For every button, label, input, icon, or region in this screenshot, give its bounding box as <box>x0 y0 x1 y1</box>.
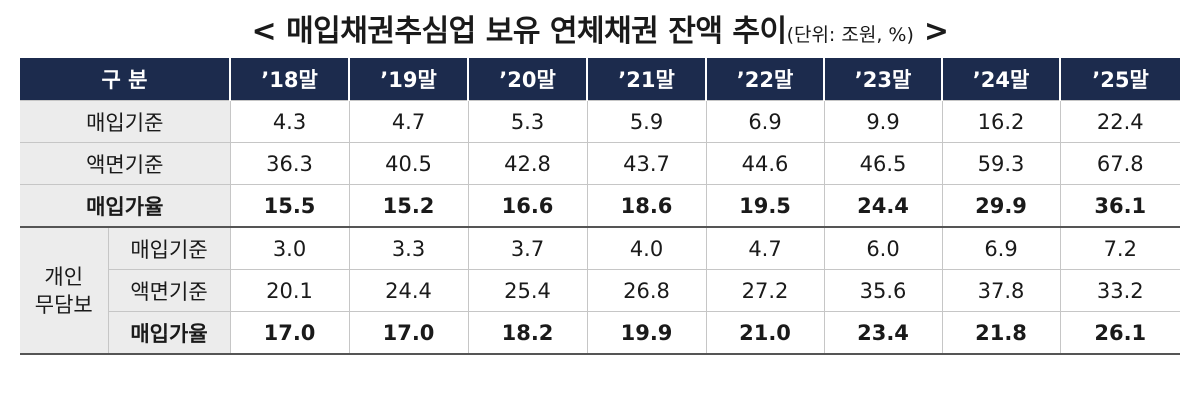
table-cell: 46.5 <box>823 142 943 185</box>
table-cell: 25.4 <box>467 269 588 312</box>
row-label: 매입가율 <box>20 184 231 227</box>
row-label: 매입가율 <box>107 311 231 355</box>
table-cell: 4.3 <box>229 100 350 143</box>
table-cell: 5.3 <box>467 100 588 143</box>
table-cell: 37.8 <box>941 269 1061 312</box>
table-cell: 33.2 <box>1059 269 1181 312</box>
table-row: 액면기준 36.3 40.5 42.8 43.7 44.6 46.5 59.3 … <box>20 142 1181 185</box>
table-cell: 6.9 <box>941 226 1061 270</box>
table-cell: 43.7 <box>586 142 707 185</box>
row-label: 매입기준 <box>107 226 231 270</box>
table-cell: 21.8 <box>941 311 1061 355</box>
header-year: ’22말 <box>705 58 825 101</box>
table-cell: 40.5 <box>348 142 469 185</box>
table-row: 매입기준 4.3 4.7 5.3 5.9 6.9 9.9 16.2 22.4 <box>20 100 1181 143</box>
table-cell: 5.9 <box>586 100 707 143</box>
table-cell: 36.3 <box>229 142 350 185</box>
header-year: ’19말 <box>348 58 469 101</box>
header-year: ’21말 <box>586 58 707 101</box>
table-cell: 6.9 <box>705 100 825 143</box>
table-cell: 20.1 <box>229 269 350 312</box>
table-row: 개인 무담보 매입기준 3.0 3.3 3.7 4.0 4.7 6.0 6.9 … <box>20 226 1181 355</box>
balance-table: 구 분 ’18말 ’19말 ’20말 ’21말 ’22말 ’23말 ’24말 ’… <box>20 58 1181 355</box>
table-cell: 22.4 <box>1059 100 1181 143</box>
header-row: 구 분 ’18말 ’19말 ’20말 ’21말 ’22말 ’23말 ’24말 ’… <box>20 58 1181 101</box>
table-cell: 26.1 <box>1059 311 1181 355</box>
title-close: > <box>913 14 949 49</box>
table-cell: 36.1 <box>1059 184 1181 227</box>
group-label-line: 무담보 <box>34 292 93 317</box>
table-cell: 59.3 <box>941 142 1061 185</box>
table-cell: 29.9 <box>941 184 1061 227</box>
header-year: ’25말 <box>1059 58 1181 101</box>
table-row: 매입가율 17.0 17.0 18.2 19.9 21.0 23.4 21.8 … <box>20 311 1181 355</box>
table-cell: 4.7 <box>348 100 469 143</box>
table-cell: 42.8 <box>467 142 588 185</box>
row-label: 매입기준 <box>20 100 231 143</box>
table-cell: 24.4 <box>823 184 943 227</box>
table-cell: 35.6 <box>823 269 943 312</box>
table-cell: 19.9 <box>586 311 707 355</box>
table-cell: 6.0 <box>823 226 943 270</box>
header-year: ’18말 <box>229 58 350 101</box>
table-cell: 9.9 <box>823 100 943 143</box>
table-cell: 21.0 <box>705 311 825 355</box>
table-cell: 3.7 <box>467 226 588 270</box>
table-cell: 7.2 <box>1059 226 1181 270</box>
table-cell: 27.2 <box>705 269 825 312</box>
header-year: ’20말 <box>467 58 588 101</box>
header-year: ’24말 <box>941 58 1061 101</box>
table-cell: 17.0 <box>229 311 350 355</box>
header-year: ’23말 <box>823 58 943 101</box>
table-cell: 15.5 <box>229 184 350 227</box>
table-cell: 67.8 <box>1059 142 1181 185</box>
title-main: < 매입채권추심업 보유 연체채권 잔액 추이 <box>251 14 788 49</box>
table-cell: 44.6 <box>705 142 825 185</box>
table-cell: 18.6 <box>586 184 707 227</box>
table-cell: 24.4 <box>348 269 469 312</box>
header-category: 구 분 <box>20 58 231 101</box>
row-label: 액면기준 <box>107 269 231 312</box>
table-cell: 18.2 <box>467 311 588 355</box>
table-cell: 4.7 <box>705 226 825 270</box>
table-cell: 3.0 <box>229 226 350 270</box>
table-cell: 26.8 <box>586 269 707 312</box>
table-cell: 3.3 <box>348 226 469 270</box>
table-cell: 16.6 <box>467 184 588 227</box>
table-row: 매입가율 15.5 15.2 16.6 18.6 19.5 24.4 29.9 … <box>20 184 1181 227</box>
row-label: 액면기준 <box>20 142 231 185</box>
group-label: 개인 무담보 <box>20 226 108 355</box>
title-unit: (단위: 조원, %) <box>786 24 914 46</box>
table-row: 액면기준 20.1 24.4 25.4 26.8 27.2 35.6 37.8 … <box>20 269 1181 312</box>
page-title: < 매입채권추심업 보유 연체채권 잔액 추이(단위: 조원, %) > <box>0 6 1200 50</box>
group-label-line: 개인 <box>44 264 84 289</box>
table-cell: 23.4 <box>823 311 943 355</box>
table-cell: 15.2 <box>348 184 469 227</box>
table-cell: 19.5 <box>705 184 825 227</box>
table-cell: 4.0 <box>586 226 707 270</box>
table-cell: 17.0 <box>348 311 469 355</box>
table-cell: 16.2 <box>941 100 1061 143</box>
